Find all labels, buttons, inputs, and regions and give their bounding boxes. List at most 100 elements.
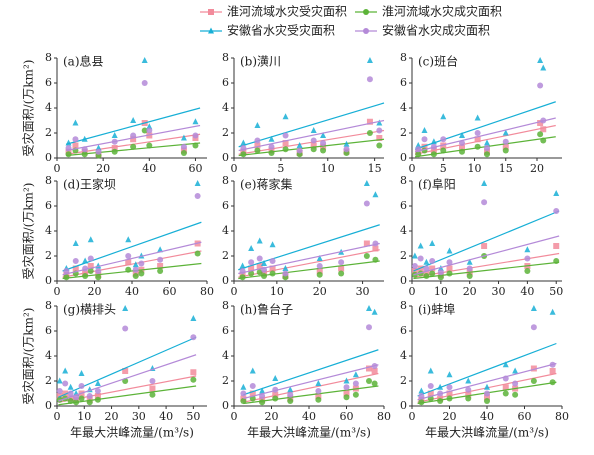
y-tick-label: 8 <box>222 299 229 312</box>
marker-circle <box>502 138 509 145</box>
marker-triangle <box>192 118 199 125</box>
fit-line <box>238 242 380 275</box>
x-tick-label: 40 <box>142 162 156 175</box>
marker-triangle <box>465 377 472 384</box>
marker-triangle <box>130 117 137 123</box>
marker-square <box>540 126 547 133</box>
fit-line <box>243 349 379 396</box>
marker-circle <box>446 384 453 391</box>
marker-square <box>282 140 289 146</box>
marker-circle <box>343 146 350 153</box>
marker-circle <box>481 199 488 206</box>
x-tick-label: 40 <box>159 410 173 423</box>
marker-triangle <box>343 140 350 147</box>
marker-circle <box>87 268 94 274</box>
marker-circle <box>363 253 370 259</box>
marker-circle <box>338 259 345 266</box>
y-axis-label: 受灾面积/(万km²) <box>21 308 36 405</box>
marker-circle <box>537 82 544 89</box>
marker-triangle <box>502 361 509 368</box>
fit-line <box>238 260 380 280</box>
marker-circle <box>122 325 129 332</box>
marker-circle <box>421 136 428 143</box>
marker-circle <box>180 143 187 150</box>
marker-circle <box>287 391 294 398</box>
x-tick-label: 15 <box>499 162 513 175</box>
marker-square <box>254 142 261 149</box>
fit-line <box>417 362 557 401</box>
marker-triangle <box>282 265 289 271</box>
marker-circle <box>72 258 79 264</box>
marker-triangle <box>512 367 519 374</box>
legend-label: 淮河流域水灾成灾面积 <box>382 4 502 19</box>
marker-circle <box>530 324 537 331</box>
marker-circle <box>315 388 322 394</box>
y-tick-label: 4 <box>400 349 407 362</box>
marker-circle <box>315 396 322 403</box>
marker-triangle <box>249 367 256 374</box>
marker-triangle <box>56 377 63 384</box>
y-tick-label: 0 <box>45 274 52 287</box>
x-tick-label: 30 <box>356 285 370 298</box>
marker-triangle <box>417 242 424 249</box>
marker-circle <box>484 390 490 397</box>
marker-circle <box>465 395 472 402</box>
marker-triangle <box>459 132 465 138</box>
marker-triangle <box>502 129 509 136</box>
marker-triangle <box>95 144 102 151</box>
marker-square <box>343 390 350 397</box>
panel-title: (a)息县 <box>63 54 104 69</box>
marker-triangle <box>352 371 359 378</box>
marker-triangle <box>132 261 139 268</box>
x-tick-label: 0 <box>54 162 61 175</box>
marker-triangle <box>429 240 436 246</box>
panel-title: (f)阜阳 <box>418 178 456 192</box>
y-tick-label: 6 <box>45 76 52 89</box>
fit-line <box>414 117 556 153</box>
marker-circle <box>437 269 444 276</box>
marker-triangle <box>376 119 383 126</box>
marker-triangle <box>371 308 378 315</box>
marker-square <box>530 365 537 372</box>
marker-square <box>474 136 481 143</box>
marker-triangle <box>530 305 537 311</box>
marker-circle <box>254 137 261 144</box>
y-tick-label: 6 <box>400 199 407 212</box>
marker-circle <box>269 258 276 264</box>
marker-circle <box>363 200 370 207</box>
marker-circle <box>465 386 472 393</box>
marker-triangle <box>320 132 327 138</box>
marker-square <box>553 243 560 249</box>
marker-square <box>366 118 373 125</box>
fit-line <box>414 101 556 150</box>
marker-triangle <box>540 64 547 71</box>
marker-triangle <box>111 132 118 138</box>
marker-triangle <box>87 236 94 243</box>
marker-circle <box>376 142 383 149</box>
marker-triangle <box>366 305 372 311</box>
marker-square <box>62 390 69 397</box>
panel-title: (d)王家坝 <box>63 177 116 192</box>
marker-circle <box>261 273 267 279</box>
x-tick-label: 80 <box>200 285 214 298</box>
marker-triangle <box>259 387 266 394</box>
marker-square <box>481 243 488 249</box>
marker-circle <box>316 271 323 278</box>
y-tick-label: 0 <box>400 151 407 164</box>
marker-square <box>190 369 197 376</box>
y-tick-label: 8 <box>400 174 407 187</box>
fit-line <box>66 142 201 157</box>
marker-circle <box>180 150 187 156</box>
y-tick-label: 2 <box>400 126 407 139</box>
marker-circle <box>352 391 359 398</box>
legend-label: 安徽省水灾成灾面积 <box>382 23 490 38</box>
marker-circle <box>149 391 156 398</box>
marker-circle <box>446 270 453 277</box>
x-tick-label: 30 <box>492 285 506 298</box>
marker-triangle <box>411 252 418 259</box>
marker-circle <box>429 258 436 264</box>
marker-circle <box>524 268 531 274</box>
marker-triangle <box>484 383 490 390</box>
marker-circle <box>446 259 453 266</box>
marker-triangle <box>553 190 560 196</box>
